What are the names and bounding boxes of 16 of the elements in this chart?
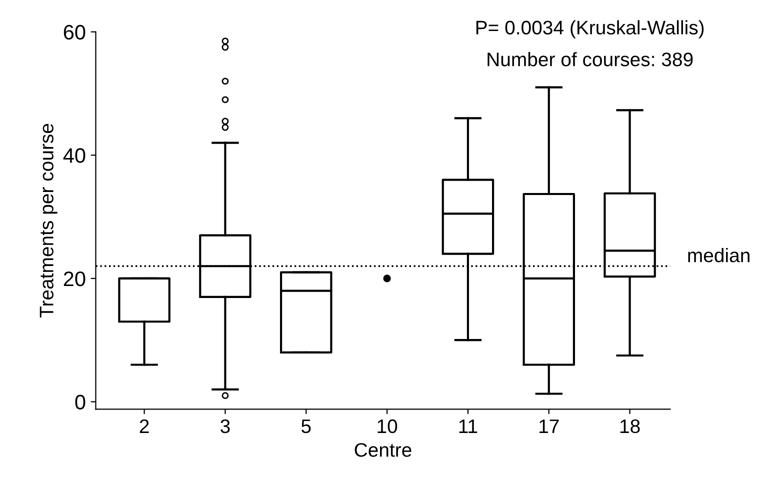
ref-line-label: median [688, 248, 750, 262]
y-tick-label: 20 [64, 271, 86, 286]
x-tick-label: 2 [140, 419, 149, 433]
x-tick-label: 11 [459, 420, 478, 433]
x-tick-label: 17 [540, 420, 559, 433]
x-tick-label: 10 [378, 419, 398, 434]
annotation: Number of courses: 389 [488, 52, 693, 66]
y-tick-label: 60 [64, 24, 86, 40]
y-axis-title: Treatments per course [40, 124, 58, 318]
x-tick-label: 5 [302, 420, 311, 434]
x-axis-title: Centre [354, 443, 412, 457]
x-tick-label: 18 [620, 419, 640, 434]
y-tick-label: 0 [75, 394, 86, 410]
x-tick-label: 3 [220, 419, 230, 434]
annotation: P= 0.0034 (Kruskal-Wallis) [476, 20, 704, 38]
y-tick-label: 40 [63, 148, 86, 163]
